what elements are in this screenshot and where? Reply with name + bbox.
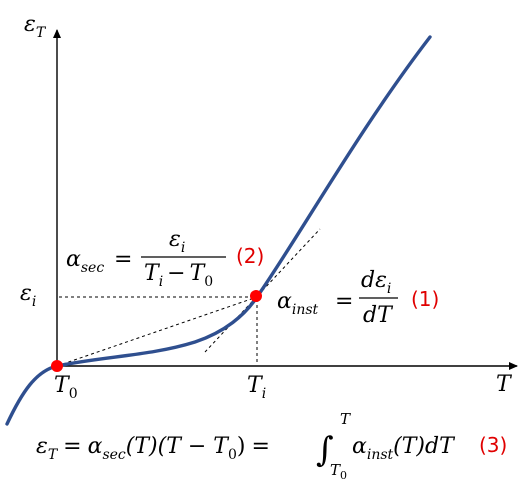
- integral-lower-limit: T0: [330, 461, 347, 482]
- svg-text:εi: εi: [169, 227, 185, 256]
- equation-number-3: (3): [479, 433, 507, 457]
- equation-number-1: (1): [411, 287, 439, 311]
- svg-text:αsec: αsec: [66, 247, 104, 276]
- epsilon-i-label: εi: [20, 281, 36, 310]
- origin-marker: [51, 360, 63, 372]
- instantaneous-equation: αinst = dεi dT (1): [277, 268, 439, 328]
- ti-label: Ti: [247, 373, 266, 402]
- integral-upper-limit: T: [340, 410, 351, 428]
- equation-number-2: (2): [236, 244, 264, 268]
- svg-text:Ti−T0: Ti − T0: [144, 261, 213, 290]
- svg-text:=: =: [114, 247, 132, 272]
- y-axis-label: εT: [24, 12, 47, 41]
- svg-text:αinst(T)dT: αinst(T)dT: [352, 434, 456, 463]
- relation-equation: εT = αsec(T)(T − T0) = ∫ T T0 αinst(T)dT (3…: [36, 410, 507, 482]
- integral-sign: ∫: [316, 430, 334, 470]
- secant-line: [56, 296, 258, 367]
- svg-text:εT=αsec(T)(T − T0)=: εT = αsec(T)(T − T0) =: [36, 434, 270, 463]
- thermal-strain-curve: [5, 35, 432, 426]
- svg-text:dεi: dεi: [361, 268, 391, 297]
- svg-text:dT: dT: [363, 303, 394, 328]
- point-i-marker: [250, 290, 262, 302]
- t0-label: T0: [54, 373, 78, 402]
- svg-text:=: =: [335, 289, 353, 314]
- svg-text:αinst: αinst: [277, 289, 319, 318]
- secant-equation: αsec = εi Ti − T0 (2): [66, 227, 264, 290]
- x-axis-label: T: [496, 372, 513, 397]
